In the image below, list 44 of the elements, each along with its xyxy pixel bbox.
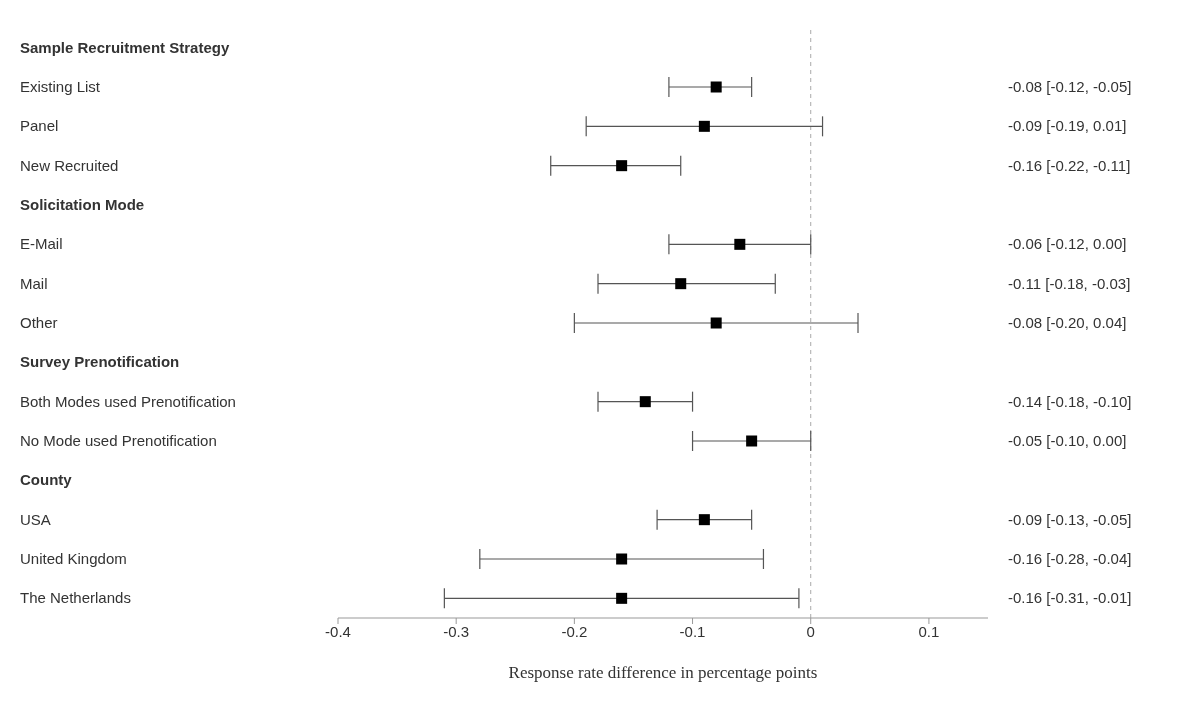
- point: [698, 120, 710, 132]
- point: [639, 396, 651, 408]
- y-tick-label: E-Mail: [20, 235, 63, 253]
- y-tick-label: Survey Prenotification: [20, 353, 180, 371]
- data-label: -0.11 [-0.18, -0.03]: [1008, 274, 1131, 292]
- data-label: -0.09 [-0.13, -0.05]: [1008, 510, 1132, 528]
- y-tick-label: Sample Recruitment Strategy: [20, 38, 230, 56]
- y-tick-label: Other: [20, 314, 58, 331]
- y-tick-label: Mail: [20, 274, 48, 292]
- data-label: -0.14 [-0.18, -0.10]: [1008, 392, 1132, 410]
- point: [734, 238, 746, 250]
- x-tick-label: -0.3: [443, 622, 470, 640]
- y-tick-label: Existing List: [20, 78, 101, 95]
- data-label: -0.05 [-0.10, 0.00]: [1008, 432, 1127, 449]
- point: [616, 553, 628, 565]
- data-label: -0.08 [-0.20, 0.04]: [1008, 314, 1127, 331]
- y-tick-label: New Recruited: [20, 156, 119, 174]
- y-tick-label: County: [20, 471, 73, 489]
- x-axis-title: Response rate difference in percentage points: [508, 663, 818, 682]
- point: [698, 514, 710, 526]
- data-label: -0.08 [-0.12, -0.05]: [1008, 78, 1132, 95]
- data-label: -0.16 [-0.31, -0.01]: [1008, 589, 1132, 607]
- point: [710, 81, 722, 93]
- y-tick-label: Both Modes used Prenotification: [20, 392, 236, 410]
- point: [675, 278, 687, 290]
- data-label: -0.09 [-0.19, 0.01]: [1008, 117, 1127, 135]
- y-tick-label: The Netherlands: [20, 589, 131, 607]
- point: [746, 435, 758, 447]
- x-tick-label: -0.1: [679, 622, 706, 640]
- point: [710, 317, 722, 329]
- data-label: -0.16 [-0.28, -0.04]: [1008, 550, 1132, 567]
- x-tick-label: 0.1: [918, 622, 940, 640]
- y-tick-label: No Mode used Prenotification: [20, 432, 217, 449]
- data-label: -0.16 [-0.22, -0.11]: [1008, 156, 1131, 174]
- x-tick-label: 0: [806, 622, 815, 640]
- x-tick-label: -0.2: [561, 622, 588, 640]
- y-tick-label: USA: [20, 510, 51, 528]
- x-tick-label: -0.4: [325, 622, 351, 640]
- data-label: -0.06 [-0.12, 0.00]: [1008, 235, 1127, 253]
- point: [616, 592, 628, 604]
- y-tick-label: Panel: [20, 117, 59, 135]
- y-tick-label: Solicitation Mode: [20, 196, 145, 213]
- y-tick-label: United Kingdom: [20, 550, 127, 567]
- point: [616, 160, 628, 172]
